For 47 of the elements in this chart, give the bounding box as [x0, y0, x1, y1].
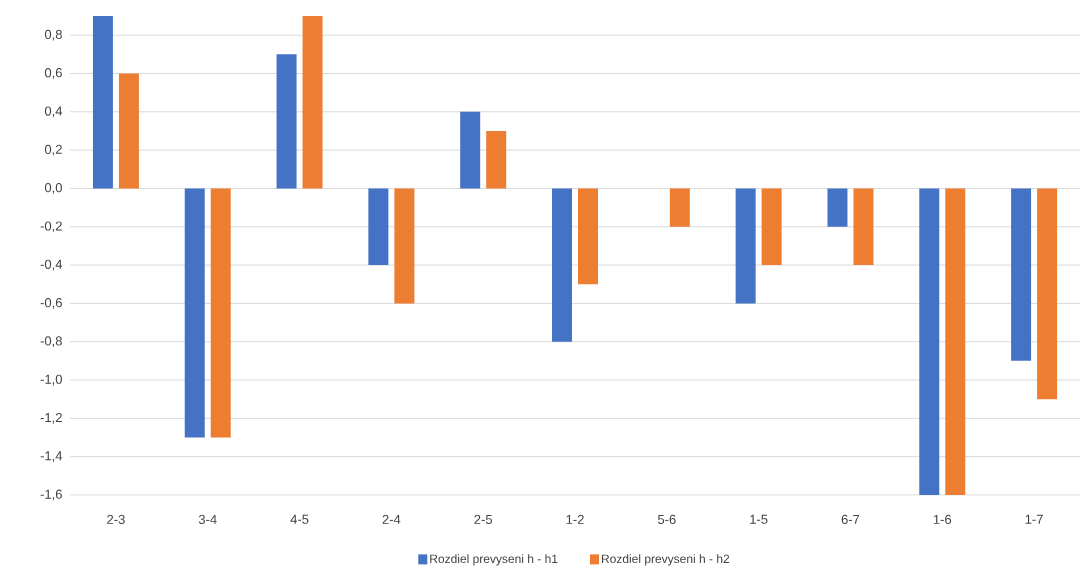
- bar: [1011, 188, 1032, 361]
- legend-label: Rozdiel prevyseni h - h1: [430, 554, 558, 566]
- bar: [394, 188, 415, 304]
- x-tick-label: 5-6: [657, 514, 676, 524]
- bar: [945, 188, 966, 495]
- y-tick-label: 0,6: [44, 68, 62, 79]
- bar: [669, 188, 690, 227]
- x-tick-label: 4-5: [290, 514, 309, 524]
- bar: [486, 130, 507, 189]
- y-tick-label: -1,6: [40, 489, 62, 501]
- bar: [92, 16, 113, 189]
- bar: [184, 188, 205, 438]
- y-tick-label: 0,2: [44, 144, 62, 156]
- x-tick-label: 2-4: [382, 514, 401, 524]
- bar: [368, 188, 389, 266]
- y-tick-label: -0,6: [40, 298, 62, 309]
- x-tick-label: 2-3: [107, 514, 125, 524]
- bar: [552, 188, 573, 342]
- bar: [276, 54, 297, 189]
- bar: [118, 73, 139, 189]
- y-tick-label: -1,4: [40, 451, 63, 462]
- bar: [460, 111, 481, 189]
- bar: [919, 188, 940, 495]
- bar: [210, 188, 231, 438]
- y-tick-label: 0,0: [44, 183, 62, 194]
- x-tick-label: 1-2: [566, 514, 584, 524]
- y-tick-label: -1,2: [40, 412, 62, 424]
- y-tick-label: -0,8: [40, 336, 62, 348]
- x-tick-label: 1-7: [1025, 514, 1043, 524]
- bar: [827, 188, 848, 227]
- bar: [302, 16, 323, 189]
- legend-label: Rozdiel prevyseni h - h2: [601, 554, 730, 566]
- x-tick-label: 6-7: [841, 514, 860, 524]
- bar: [1037, 188, 1058, 400]
- x-tick-label: 1-6: [933, 514, 952, 524]
- y-tick-label: -0,4: [40, 259, 63, 271]
- bar: [853, 188, 874, 266]
- x-tick-label: 1-5: [750, 514, 768, 524]
- y-tick-label: -1,0: [40, 374, 62, 386]
- y-tick-label: 0,8: [44, 29, 62, 41]
- bar: [735, 188, 756, 304]
- x-tick-label: 3-4: [198, 514, 217, 524]
- x-tick-label: 2-5: [474, 514, 493, 524]
- bar: [761, 188, 782, 266]
- y-tick-label: -0,2: [40, 221, 62, 233]
- y-tick-label: 0,4: [44, 106, 63, 118]
- bar: [578, 188, 599, 285]
